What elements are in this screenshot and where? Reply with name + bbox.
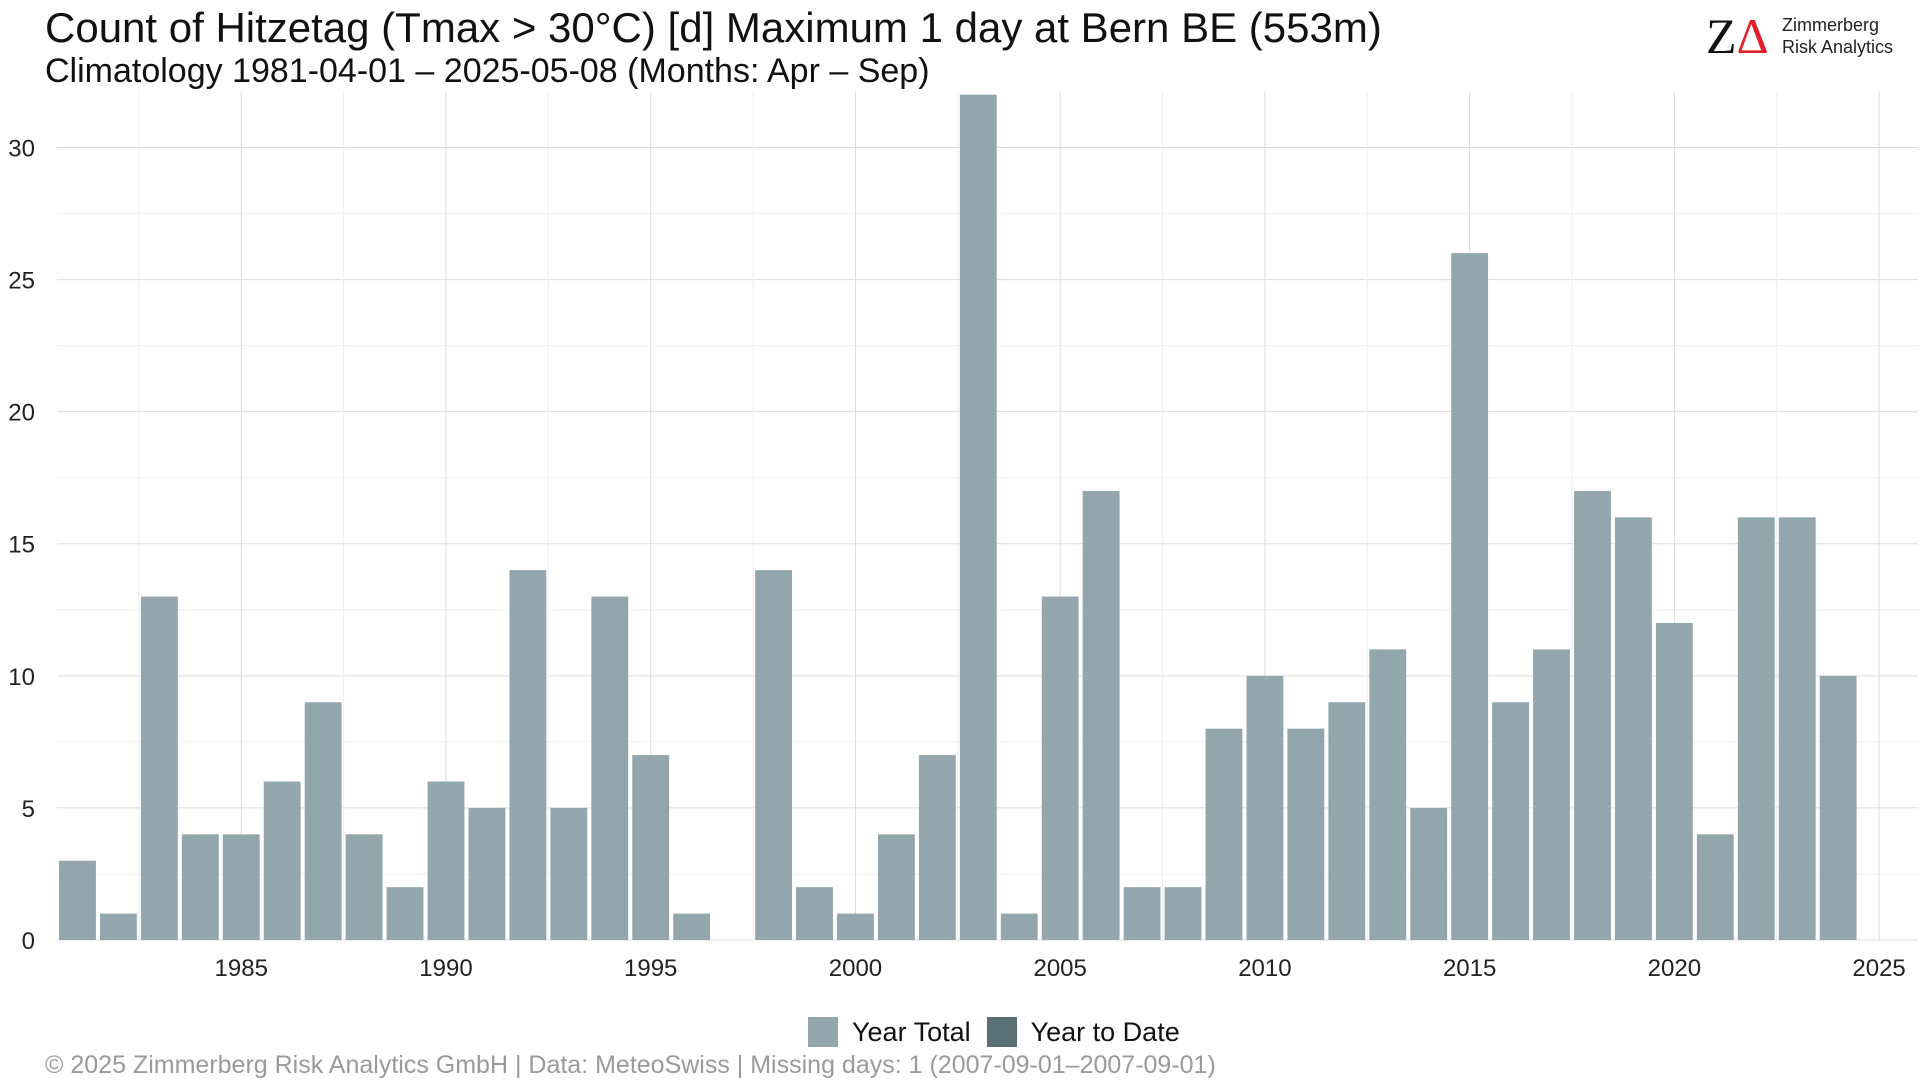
bar-year-total-2006: [1082, 490, 1120, 940]
y-tick-label: 0: [22, 928, 35, 955]
bar-year-total-2016: [1492, 702, 1530, 940]
bar-year-total-1983: [140, 596, 178, 940]
bar-year-total-2022: [1737, 517, 1775, 940]
y-tick-label: 25: [8, 268, 35, 295]
logo-mark-icon: ZΔ: [1706, 10, 1769, 62]
bar-year-total-1994: [591, 596, 629, 940]
bar-year-total-2005: [1041, 596, 1079, 940]
bar-year-total-1992: [509, 570, 547, 940]
bar-year-total-2003: [959, 94, 997, 941]
bar-year-total-1996: [673, 913, 711, 940]
bar-year-total-1991: [468, 807, 506, 940]
x-tick-label: 2005: [1033, 955, 1086, 982]
bar-year-total-1993: [550, 807, 588, 940]
y-tick-label: 20: [8, 400, 35, 427]
footer-credits: © 2025 Zimmerberg Risk Analytics GmbH | …: [45, 1051, 1216, 1079]
bar-year-total-1981: [59, 860, 96, 940]
logo-line-1: Zimmerberg: [1782, 15, 1880, 35]
bar-year-total-2014: [1410, 807, 1448, 940]
x-tick-label: 2020: [1648, 955, 1701, 982]
logo-delta: Δ: [1736, 8, 1769, 64]
bar-year-total-2013: [1369, 649, 1407, 940]
bar-year-total-2012: [1328, 702, 1366, 940]
bar-year-total-2018: [1574, 490, 1611, 940]
logo-line-2: Risk Analytics: [1782, 37, 1894, 57]
x-tick-label: 2010: [1238, 955, 1291, 982]
bar-year-total-1984: [181, 834, 219, 940]
bar-year-total-1982: [99, 913, 137, 940]
bar-year-total-2008: [1164, 887, 1202, 940]
bar-year-total-2010: [1246, 675, 1284, 940]
bar-year-total-2024: [1819, 675, 1857, 940]
bar-year-total-2017: [1533, 649, 1570, 940]
bar-year-total-1990: [427, 781, 465, 940]
bar-year-total-1988: [345, 834, 383, 940]
chart-subtitle: Climatology 1981-04-01 – 2025-05-08 (Mon…: [45, 52, 930, 90]
logo-text: Zimmerberg Risk Analytics: [1782, 14, 1893, 58]
bar-year-total-1998: [755, 570, 792, 940]
x-tick-label: 1985: [215, 955, 268, 982]
y-tick-label: 5: [22, 796, 35, 823]
x-tick-label: 1990: [419, 955, 472, 982]
bar-year-total-2023: [1778, 517, 1816, 940]
legend-swatch-year-total: [808, 1017, 838, 1047]
logo-z: Z: [1706, 8, 1737, 64]
bar-year-total-1995: [632, 755, 670, 940]
bar-year-total-2001: [877, 834, 915, 940]
legend-swatch-year-to-date: [986, 1017, 1017, 1047]
legend-label-year-total: Year Total: [852, 1016, 971, 1047]
chart-legend: Year Total Year to Date: [808, 1015, 1196, 1049]
bar-year-total-1987: [304, 702, 342, 940]
legend-item-year-total: Year Total: [808, 1017, 971, 1048]
bar-year-total-1986: [263, 781, 301, 940]
x-tick-label: 2025: [1852, 955, 1905, 982]
legend-item-year-to-date: Year to Date: [986, 1016, 1180, 1048]
bar-year-total-2011: [1287, 728, 1325, 940]
bar-year-total-2000: [837, 913, 874, 940]
bar-year-total-2020: [1655, 622, 1693, 940]
y-tick-label: 15: [8, 532, 35, 559]
company-logo: ZΔ Zimmerberg Risk Analytics: [1706, 10, 1906, 62]
x-tick-label: 1995: [624, 955, 677, 982]
x-tick-label: 2015: [1443, 955, 1496, 982]
chart-title: Count of Hitzetag (Tmax > 30°C) [d] Maxi…: [45, 4, 1382, 51]
bar-year-total-2019: [1614, 517, 1652, 940]
bar-year-total-2002: [918, 755, 956, 940]
bar-year-total-2009: [1205, 728, 1243, 940]
bar-year-total-1989: [386, 887, 424, 940]
bar-year-total-2007: [1123, 887, 1161, 940]
bar-year-total-1985: [222, 834, 260, 940]
x-tick-label: 2000: [829, 955, 882, 982]
y-tick-label: 10: [8, 664, 35, 691]
bar-year-total-2021: [1696, 834, 1734, 940]
bar-year-total-2015: [1451, 253, 1489, 940]
bar-year-total-2004: [1000, 913, 1038, 940]
legend-label-year-to-date: Year to Date: [1030, 1016, 1180, 1047]
bar-year-total-1999: [796, 887, 833, 940]
y-tick-label: 30: [8, 135, 35, 162]
